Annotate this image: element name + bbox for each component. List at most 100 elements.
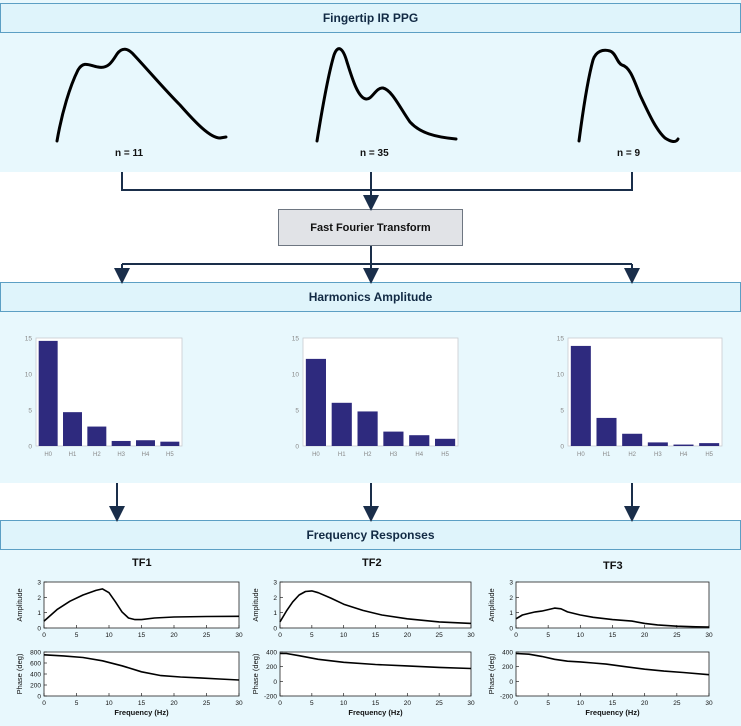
tf1-amplitude-xtick: 15 — [138, 632, 146, 639]
harmonic-bar-1-H1 — [63, 412, 82, 446]
harmonic-bar-2-H4 — [409, 435, 430, 446]
tf1-amplitude-xtick: 30 — [235, 632, 243, 639]
harmonic-bar-1-H0 — [38, 340, 58, 446]
tf2-phase-plot-area — [279, 651, 472, 697]
harmonics-ytick-1: 15 — [25, 336, 33, 343]
tf3-phase-xtick: 10 — [577, 700, 585, 707]
tf3-amplitude-xtick: 25 — [673, 632, 681, 639]
tf3-amplitude-xtick: 5 — [546, 632, 550, 639]
harmonics-ytick-1: 10 — [25, 372, 33, 379]
harmonic-xtick-2: H4 — [415, 452, 423, 458]
tf2-phase-ylabel: Phase (deg) — [251, 653, 260, 694]
harmonic-xtick-3: H5 — [705, 452, 713, 458]
harmonic-xtick-3: H2 — [628, 452, 636, 458]
tf1-phase-xtick: 0 — [42, 700, 46, 707]
tf3-amplitude-plot-area — [515, 581, 710, 629]
harmonic-bar-3-H2 — [622, 433, 643, 446]
tf1-phase-xtick: 15 — [138, 700, 146, 707]
harmonic-bar-1-H5 — [160, 441, 180, 446]
harmonics-ytick-1: 5 — [28, 408, 32, 415]
tf1-amplitude-plot-area — [43, 581, 240, 629]
tf2-amplitude-ytick: 2 — [273, 595, 277, 602]
waveform-1-label: n = 11 — [115, 148, 144, 159]
harmonic-xtick-1: H3 — [117, 452, 125, 458]
tf2-phase-xtick: 25 — [436, 700, 444, 707]
tf2-phase-xtick: 15 — [372, 700, 380, 707]
tf1-phase-plot-area — [43, 651, 240, 697]
harmonic-xtick-2: H3 — [390, 452, 398, 458]
harmonic-bar-2-H5 — [435, 438, 456, 446]
tf1-amplitude-ytick: 2 — [37, 595, 41, 602]
tf3-amplitude-xtick: 15 — [609, 632, 617, 639]
tf2-amplitude-xtick: 30 — [467, 632, 475, 639]
tf1-amplitude-xtick: 25 — [203, 632, 211, 639]
tf3-phase-xtick: 25 — [673, 700, 681, 707]
harmonics-ytick-3: 10 — [557, 372, 565, 379]
harmonic-xtick-2: H0 — [312, 452, 320, 458]
tf3-phase-ytick: 200 — [502, 664, 513, 671]
tf3-amplitude-ylabel: Amplitude — [487, 588, 496, 621]
harmonic-xtick-3: H3 — [654, 452, 662, 458]
tf1-amplitude-ytick: 3 — [37, 580, 41, 587]
harmonic-xtick-1: H2 — [93, 452, 101, 458]
tf1-title: TF1 — [132, 557, 152, 569]
tf3-phase-xtick: 30 — [705, 700, 713, 707]
tf2-phase-xtick: 5 — [310, 700, 314, 707]
tf2-amplitude-xtick: 15 — [372, 632, 380, 639]
harmonics-ytick-3: 15 — [557, 336, 565, 343]
tf3-amplitude-ytick: 3 — [509, 580, 513, 587]
tf3-amplitude-curve — [515, 607, 710, 628]
harmonics-ytick-2: 10 — [292, 372, 300, 379]
tf1-phase-ytick: 200 — [30, 683, 41, 690]
tf3-phase-plot-area — [515, 651, 710, 697]
tf1-amplitude-curve — [43, 588, 240, 622]
ppg-waveform-1 — [55, 47, 228, 143]
tf1-phase-ytick: 800 — [30, 650, 41, 657]
tf3-phase-xtick: 20 — [641, 700, 649, 707]
harmonic-xtick-2: H2 — [364, 452, 372, 458]
tf1-amplitude-xtick: 20 — [170, 632, 178, 639]
freq-title: Frequency Responses — [306, 528, 435, 542]
waveform-2-label: n = 35 — [360, 148, 389, 159]
tf2-amplitude-xtick: 25 — [436, 632, 444, 639]
tf1-phase-xtick: 20 — [170, 700, 178, 707]
tf3-title: TF3 — [603, 560, 623, 572]
tf2-amplitude-ylabel: Amplitude — [251, 588, 260, 621]
harmonics-plot-area-3 — [567, 337, 723, 447]
tf1-amplitude-ytick: 1 — [37, 610, 41, 617]
harmonic-bar-2-H1 — [331, 402, 352, 446]
tf3-amplitude-xtick: 0 — [514, 632, 518, 639]
tf2-xlabel: Frequency (Hz) — [348, 708, 403, 717]
harmonic-xtick-3: H0 — [577, 452, 585, 458]
tf2-phase-ytick: 400 — [266, 650, 277, 657]
tf1-phase-ylabel: Phase (deg) — [15, 653, 24, 694]
tf3-phase-ylabel: Phase (deg) — [487, 653, 496, 694]
tf2-amplitude-ytick: 3 — [273, 580, 277, 587]
harmonics-title: Harmonics Amplitude — [308, 290, 433, 304]
ppg-to-fft-connector — [121, 172, 633, 200]
harmonics-ytick-2: 15 — [292, 336, 300, 343]
tf2-amplitude-xtick: 0 — [278, 632, 282, 639]
tf3-amplitude-xtick: 30 — [705, 632, 713, 639]
tf2-amplitude-xtick: 5 — [310, 632, 314, 639]
tf3-amplitude-xtick: 20 — [641, 632, 649, 639]
tf1-phase-xtick: 30 — [235, 700, 243, 707]
tf1-xlabel: Frequency (Hz) — [114, 708, 169, 717]
harmonic-xtick-3: H4 — [680, 452, 688, 458]
tf1-phase-ytick: 600 — [30, 661, 41, 668]
harmonic-xtick-1: H0 — [44, 452, 52, 458]
harmonics-ytick-2: 0 — [295, 444, 299, 451]
tf2-phase-xtick: 0 — [278, 700, 282, 707]
harmonic-bar-1-H4 — [136, 440, 155, 446]
tf1-phase-ytick: 400 — [30, 672, 41, 679]
tf2-phase-ytick: -200 — [264, 694, 277, 701]
tf3-amplitude-xtick: 10 — [577, 632, 585, 639]
harmonic-bar-1-H2 — [87, 426, 107, 446]
harmonic-xtick-3: H1 — [603, 452, 611, 458]
harmonic-bar-3-H3 — [647, 442, 668, 446]
tf2-phase-xtick: 10 — [340, 700, 348, 707]
freq-header: Frequency Responses — [0, 520, 741, 550]
tf3-phase-ytick: 400 — [502, 650, 513, 657]
ppg-title: Fingertip IR PPG — [322, 11, 419, 25]
